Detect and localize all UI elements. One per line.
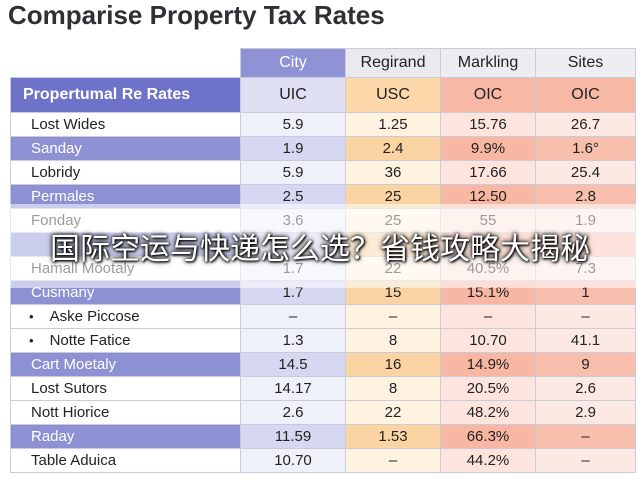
caption-overlay-text: 国际空运与快递怎么选？省钱攻略大揭秘 xyxy=(50,232,590,267)
cell-regirand: 1.53 xyxy=(345,424,441,449)
cell-city: 11.59 xyxy=(240,424,346,449)
cell-regirand: 8 xyxy=(345,328,441,353)
table-row: Sanday 1.9 2.4 9.9% 1.6° xyxy=(10,136,636,161)
cell-sites: – xyxy=(535,448,636,473)
cell-sites: – xyxy=(535,304,636,329)
cell-regirand: 22 xyxy=(345,400,441,425)
cell-markling: 17.66 xyxy=(440,160,536,185)
subheader-regirand: USC xyxy=(345,77,441,113)
subheader-sites: OIC xyxy=(535,77,636,113)
row-label: Lost Wides xyxy=(10,112,241,137)
cell-regirand: 1.25 xyxy=(345,112,441,137)
cell-markling: 15.76 xyxy=(440,112,536,137)
cell-sites: 26.7 xyxy=(535,112,636,137)
cell-markling: 44.2% xyxy=(440,448,536,473)
cell-markling: – xyxy=(440,304,536,329)
cell-regirand: – xyxy=(345,304,441,329)
table-row: Lost Sutors 14.17 8 20.5% 2.6 xyxy=(10,376,636,401)
column-header-markling: Markling xyxy=(440,48,536,78)
row-label: Lost Sutors xyxy=(10,376,241,401)
cell-regirand: 8 xyxy=(345,376,441,401)
header-corner xyxy=(10,48,241,78)
chart-title: Comparise Property Tax Rates xyxy=(8,0,385,30)
cell-markling: 48.2% xyxy=(440,400,536,425)
cell-sites: 25.4 xyxy=(535,160,636,185)
table-row: Aske Piccose–––– xyxy=(10,304,636,329)
cell-markling: 14.9% xyxy=(440,352,536,377)
subheader-label: Propertumal Re Rates xyxy=(10,77,241,113)
subheader-row: Propertumal Re Rates UIC USC OIC OIC xyxy=(10,77,636,113)
table-row: Lobridy 5.9 36 17.66 25.4 xyxy=(10,160,636,185)
cell-markling: 66.3% xyxy=(440,424,536,449)
column-header-row: City Regirand Markling Sites xyxy=(10,48,636,78)
cell-city: 10.70 xyxy=(240,448,346,473)
cell-city: 5.9 xyxy=(240,112,346,137)
row-label: Sanday xyxy=(10,136,241,161)
row-label: Notte Fatice xyxy=(10,328,241,353)
table-row: Lost Wides 5.9 1.25 15.76 26.7 xyxy=(10,112,636,137)
cell-markling: 10.70 xyxy=(440,328,536,353)
cell-sites: 2.9 xyxy=(535,400,636,425)
subheader-city: UIC xyxy=(240,77,346,113)
cell-city: 14.5 xyxy=(240,352,346,377)
cell-city: 14.17 xyxy=(240,376,346,401)
column-header-sites: Sites xyxy=(535,48,636,78)
cell-regirand: – xyxy=(345,448,441,473)
subheader-markling: OIC xyxy=(440,77,536,113)
cell-markling: 20.5% xyxy=(440,376,536,401)
cell-city: 1.3 xyxy=(240,328,346,353)
table-row: Nott Hiorice 2.6 22 48.2% 2.9 xyxy=(10,400,636,425)
cell-city: 1.9 xyxy=(240,136,346,161)
cell-regirand: 16 xyxy=(345,352,441,377)
column-header-city: City xyxy=(240,48,346,78)
cell-city: – xyxy=(240,304,346,329)
table-row: Raday 11.59 1.53 66.3% – xyxy=(10,424,636,449)
cell-city: 5.9 xyxy=(240,160,346,185)
table-row: Table Aduica 10.70–44.2% – xyxy=(10,448,636,473)
cell-sites: 9 xyxy=(535,352,636,377)
table-body: Lost Wides 5.9 1.25 15.76 26.7 Sanday 1.9 2.4 9.… xyxy=(10,112,636,473)
row-label: Nott Hiorice xyxy=(10,400,241,425)
row-label: Aske Piccose xyxy=(10,304,241,329)
column-header-regirand: Regirand xyxy=(345,48,441,78)
row-label: Lobridy xyxy=(10,160,241,185)
table-row: Cart Moetaly 14.5 16 14.9% 9 xyxy=(10,352,636,377)
cell-regirand: 2.4 xyxy=(345,136,441,161)
cell-sites: – xyxy=(535,424,636,449)
caption-overlay-band xyxy=(0,204,640,288)
cell-city: 2.6 xyxy=(240,400,346,425)
row-label: Raday xyxy=(10,424,241,449)
cell-sites: 41.1 xyxy=(535,328,636,353)
row-label: Cart Moetaly xyxy=(10,352,241,377)
row-label: Table Aduica xyxy=(10,448,241,473)
cell-sites: 2.6 xyxy=(535,376,636,401)
cell-sites: 1.6° xyxy=(535,136,636,161)
cell-regirand: 36 xyxy=(345,160,441,185)
cell-markling: 9.9% xyxy=(440,136,536,161)
